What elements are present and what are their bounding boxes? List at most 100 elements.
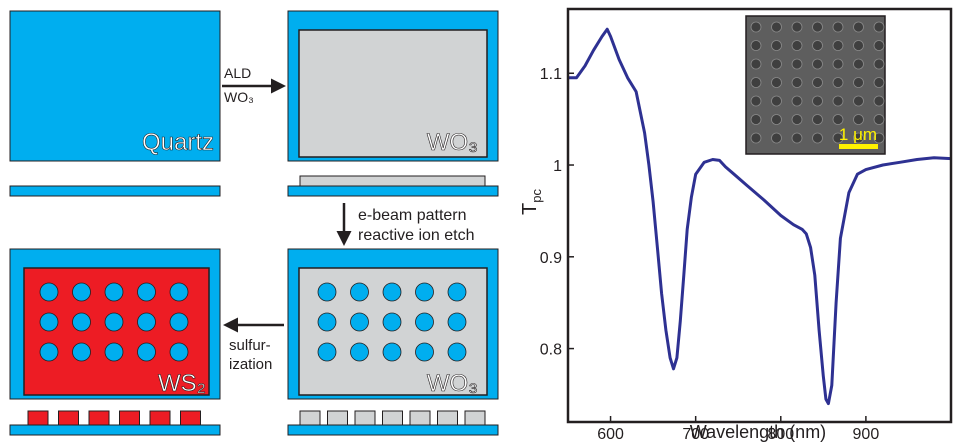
pillar	[327, 410, 348, 426]
sem-hole	[873, 21, 885, 33]
hole	[350, 342, 369, 362]
transmission-chart: 600 700 800 900 0.8 0.9 1 1.1 Tpc Wavelength (n…	[520, 7, 953, 442]
y-tick-label: 0.9	[540, 250, 562, 267]
sem-hole	[812, 58, 823, 70]
sem-hole	[873, 95, 885, 107]
panel-wo3-patterned: WO₃	[287, 248, 499, 436]
x-axis-label: Wavelength (nm)	[690, 422, 826, 442]
hole-array	[39, 282, 189, 362]
y-tick-label: 1.1	[540, 66, 562, 83]
scale-bar	[839, 144, 878, 149]
pillar-cross-section	[299, 410, 486, 426]
hole	[169, 282, 189, 302]
sem-hole	[832, 58, 844, 70]
ald-label-line2: WO₃	[224, 89, 254, 105]
sem-hole	[750, 114, 762, 125]
sem-hole	[791, 21, 803, 33]
hole	[415, 342, 434, 362]
chart-axes: 600 700 800 900 0.8 0.9 1 1.1	[540, 66, 880, 442]
sem-hole	[750, 21, 762, 33]
hole	[39, 312, 59, 332]
ald-step: ALD WO₃	[222, 65, 286, 105]
sem-hole	[832, 114, 844, 125]
sem-hole	[832, 40, 844, 51]
sem-hole	[873, 132, 885, 144]
hole	[447, 342, 467, 362]
sem-hole	[873, 40, 885, 51]
sem-hole	[791, 58, 803, 70]
quartz-cross-section	[9, 185, 221, 197]
pillar	[409, 410, 431, 426]
quartz-cross-section	[287, 424, 499, 436]
hole	[317, 282, 337, 302]
hole	[317, 312, 337, 332]
pillar-cross-section	[27, 410, 201, 426]
pattern-label-line1: e-beam pattern	[358, 207, 467, 224]
plot-frame	[566, 7, 953, 424]
pillar	[149, 410, 171, 426]
hole	[317, 342, 337, 362]
hole	[447, 312, 467, 332]
sem-hole	[853, 77, 864, 88]
fabrication-schematic: Quartz ALD WO₃ WO₃ e-beam pattern reacti…	[9, 10, 499, 436]
hole	[72, 282, 91, 302]
quartz-cross-section	[9, 424, 221, 436]
wo3-bottom-label: WO₃	[427, 370, 478, 397]
wo3-top-label: WO₃	[427, 129, 478, 156]
hole	[104, 312, 124, 332]
sem-hole	[771, 40, 782, 51]
sem-hole	[812, 114, 823, 125]
sem-hole	[750, 77, 762, 88]
sem-hole	[771, 58, 782, 70]
hole	[104, 282, 124, 302]
pillar	[27, 410, 49, 426]
sem-hole	[853, 114, 864, 125]
sem-hole	[791, 132, 803, 144]
transmission-curve	[568, 27, 952, 406]
sem-hole	[812, 77, 823, 88]
sem-hole	[812, 40, 823, 51]
quartz-label: Quartz	[142, 129, 214, 156]
sem-hole	[791, 40, 803, 51]
hole	[39, 282, 59, 302]
sem-hole	[812, 95, 823, 107]
sem-hole	[750, 132, 762, 144]
sem-hole	[832, 95, 844, 107]
sem-hole	[853, 21, 864, 33]
pillar	[119, 410, 140, 426]
panel-wo3-film: WO₃	[287, 10, 499, 197]
pattern-step: e-beam pattern reactive ion etch	[336, 203, 475, 246]
y-tick-label: 0.8	[540, 342, 562, 359]
pillar	[354, 410, 376, 426]
sem-hole	[771, 21, 782, 33]
hole	[447, 282, 467, 302]
scale-bar-label: 1 μm	[839, 125, 877, 144]
pillar	[437, 410, 458, 426]
sem-hole	[853, 40, 864, 51]
wo3-film-cross-section	[299, 175, 486, 187]
sem-hole	[853, 58, 864, 70]
x-tick-label: 900	[853, 426, 880, 442]
sem-hole	[832, 77, 844, 88]
sem-hole	[853, 95, 864, 107]
y-axis-label-main: T	[520, 203, 541, 215]
sem-hole	[832, 21, 844, 33]
hole	[137, 312, 156, 332]
sem-hole	[873, 77, 885, 88]
hole	[415, 282, 434, 302]
quartz-substrate	[9, 10, 221, 162]
sem-hole	[771, 95, 782, 107]
sem-hole	[750, 95, 762, 107]
sem-hole	[832, 132, 844, 144]
hole	[137, 342, 156, 362]
hole	[137, 282, 156, 302]
hole	[350, 282, 369, 302]
x-tick-label: 700	[682, 426, 709, 442]
pillar	[58, 410, 79, 426]
hole	[169, 342, 189, 362]
hole	[382, 312, 402, 332]
wo3-film	[298, 29, 488, 158]
hole	[72, 342, 91, 362]
sem-hole-array	[750, 21, 885, 144]
sem-hole	[750, 58, 762, 70]
